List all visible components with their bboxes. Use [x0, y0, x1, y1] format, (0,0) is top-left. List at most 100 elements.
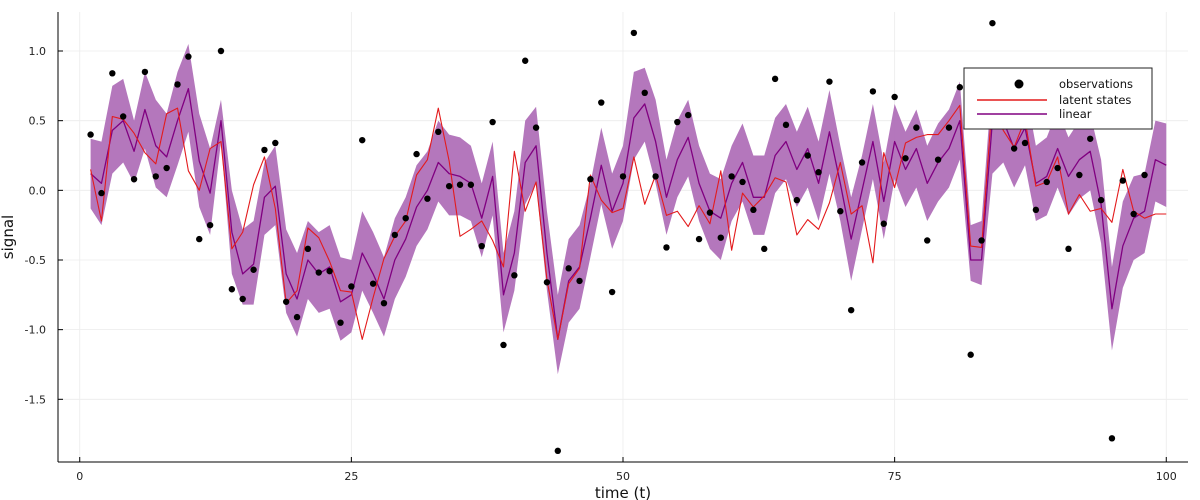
observation-point	[413, 150, 420, 158]
observation-point	[706, 209, 714, 216]
y-tick-label: 1.0	[29, 45, 47, 58]
observation-point	[750, 206, 757, 214]
observation-point	[1021, 139, 1029, 147]
observation-point	[630, 29, 638, 37]
legend-observations-label: observations	[1059, 77, 1133, 91]
linear-line	[90, 87, 1167, 341]
observation-point	[1065, 245, 1072, 253]
observation-point	[152, 173, 159, 180]
observation-point	[663, 244, 670, 251]
x-tick-label: 50	[616, 470, 630, 483]
y-axis-label: signal	[0, 215, 17, 259]
observation-point	[435, 128, 442, 136]
observation-point	[1130, 210, 1137, 218]
observation-point	[913, 124, 920, 131]
observation-point	[608, 288, 616, 296]
observation-point	[652, 173, 659, 180]
legend-box	[963, 67, 1153, 130]
observation-point	[739, 178, 746, 186]
y-tick-label: 0.5	[29, 115, 47, 128]
observation-point	[902, 155, 909, 162]
observation-point	[934, 156, 942, 163]
grid	[58, 12, 1188, 462]
x-tick-labels: 0 25 50 75 100	[76, 470, 1177, 483]
x-tick-label: 25	[344, 470, 358, 483]
observation-point	[445, 182, 453, 190]
observation-point	[109, 70, 116, 77]
observation-points	[87, 19, 1148, 455]
y-tick-labels: 1.0 0.5 0.0 -0.5 -1.0 -1.5	[25, 45, 46, 406]
observation-point	[272, 139, 279, 147]
observation-point	[880, 220, 887, 227]
legend-observations-marker	[1014, 79, 1024, 89]
observation-point	[793, 196, 801, 204]
observation-point	[1043, 178, 1050, 186]
y-tick-label: 0.0	[29, 184, 47, 197]
observation-point	[206, 221, 214, 229]
observation-point	[858, 159, 866, 166]
observation-point	[87, 131, 94, 138]
observation-point	[1032, 206, 1040, 214]
observation-point	[522, 57, 529, 64]
legend-linear-label: linear	[1059, 107, 1092, 121]
observation-point	[619, 173, 627, 180]
observation-point	[1054, 164, 1061, 172]
observation-point	[674, 118, 681, 126]
observation-point	[847, 306, 855, 314]
observation-point	[337, 319, 344, 326]
observation-point	[826, 78, 833, 85]
observation-point	[130, 175, 138, 183]
observation-point	[543, 279, 551, 286]
observation-point	[456, 181, 464, 188]
observation-point	[380, 299, 388, 307]
observation-point	[695, 235, 703, 243]
y-tick-label: -0.5	[25, 254, 46, 267]
observation-point	[1108, 435, 1116, 442]
observation-point	[554, 447, 562, 455]
observation-point	[891, 93, 898, 101]
series-lines	[90, 87, 1167, 341]
observation-point	[326, 267, 333, 275]
observation-point	[391, 231, 399, 239]
observation-point	[1076, 171, 1083, 179]
observation-point	[315, 269, 322, 276]
observation-point	[782, 121, 790, 129]
observation-point	[576, 277, 583, 285]
observation-point	[804, 152, 811, 159]
observation-point	[348, 283, 355, 290]
observation-point	[304, 245, 312, 253]
observation-point	[837, 208, 844, 215]
observation-point	[598, 99, 605, 106]
observation-point	[359, 136, 366, 144]
observation-point	[98, 189, 105, 197]
observation-point	[163, 164, 170, 172]
observation-point	[1097, 196, 1105, 204]
observation-point	[684, 111, 692, 119]
linear-confidence-band	[90, 44, 1167, 375]
observation-point	[728, 173, 735, 180]
axes	[57, 12, 1188, 463]
observation-point	[1087, 135, 1094, 142]
observation-point	[532, 124, 540, 131]
legend-latent-label: latent states	[1059, 93, 1131, 107]
observation-point	[250, 266, 257, 273]
observation-point	[587, 175, 594, 183]
legend: observations latent states linear	[963, 67, 1153, 130]
observation-point	[500, 341, 507, 349]
observation-point	[402, 214, 409, 222]
observation-point	[467, 181, 475, 188]
observation-point	[989, 19, 996, 27]
observation-point	[956, 84, 964, 91]
x-axis-label: time (t)	[595, 484, 651, 500]
observation-point	[717, 234, 724, 241]
observation-point	[1141, 171, 1148, 179]
observation-point	[282, 298, 290, 305]
observation-point	[217, 47, 225, 55]
latent-states-line	[90, 99, 1167, 340]
observation-point	[771, 75, 779, 83]
observation-point	[174, 81, 181, 88]
observation-point	[196, 235, 203, 243]
observation-point	[239, 295, 246, 303]
observation-point	[1010, 145, 1018, 152]
observation-point	[185, 53, 192, 60]
